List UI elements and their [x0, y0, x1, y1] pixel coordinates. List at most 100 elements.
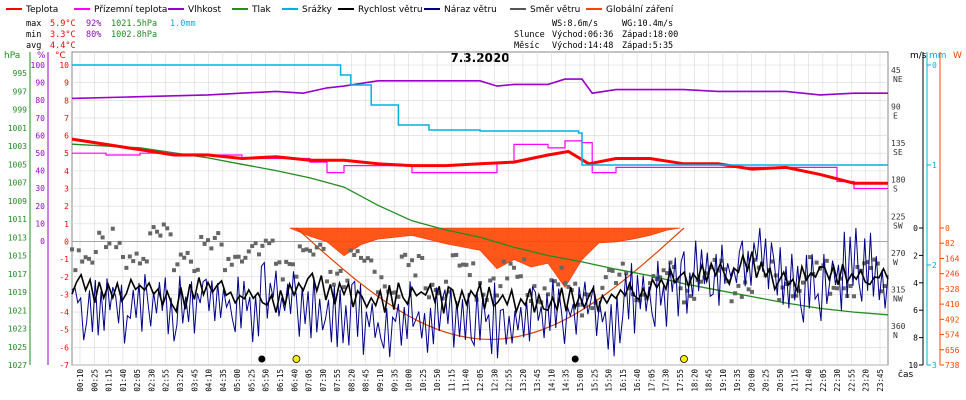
wind-dir-point — [335, 271, 340, 276]
dir-tick-degree: 45 — [891, 66, 901, 75]
legend-label-prizemni: Přízemní teplota — [94, 5, 167, 15]
hpa-tick-label: 1001 — [8, 124, 27, 133]
wind-dir-point — [430, 282, 435, 287]
stats-max-temp: 5.9°C — [50, 19, 76, 29]
hpa-tick-label: 997 — [13, 87, 28, 96]
hpa-tick-label: 1009 — [8, 197, 27, 206]
wind-dir-point — [318, 242, 323, 247]
wind-dir-point — [287, 262, 292, 267]
dir-tick-name: N — [893, 331, 898, 340]
x-tick-label: 13:20 — [519, 369, 528, 392]
wind-dir-point — [549, 278, 554, 283]
wind-dir-point — [624, 271, 629, 276]
wind-dir-point — [168, 232, 173, 237]
wind-dir-point — [607, 268, 612, 273]
wind-dir-point — [729, 299, 734, 304]
stats-ws: WS:8.6m/s — [552, 19, 598, 29]
stats-max-hum: 92% — [86, 19, 101, 29]
hpa-tick-label: 1019 — [8, 288, 27, 297]
wind-dir-point — [382, 284, 387, 289]
legend-label-naraz: Náraz větru — [444, 5, 497, 15]
wind-dir-point — [107, 241, 112, 246]
wind-dir-point — [835, 286, 839, 291]
wind-dir-point — [216, 231, 221, 236]
speed-tick-label: 6 — [913, 306, 918, 315]
legend-srazky: Srážky — [282, 5, 333, 15]
pct-tick-label: 30 — [35, 184, 45, 193]
wind-speed-line — [71, 251, 889, 315]
x-tick-label: 22:30 — [833, 369, 842, 392]
wind-dir-point — [121, 254, 125, 259]
wind-dir-point — [777, 298, 782, 303]
wind-dir-point — [824, 258, 829, 263]
dir-tick-degree: 360 — [891, 322, 906, 331]
wind-dir-point — [648, 281, 652, 286]
radiation-area — [289, 227, 681, 288]
legend-tlak: Tlak — [232, 5, 272, 15]
x-tick-label: 10:50 — [433, 369, 442, 392]
legend-naraz: Náraz větru — [424, 5, 497, 15]
speed-tick-label: 4 — [913, 279, 918, 288]
wind-dir-point — [501, 259, 506, 264]
wind-dir-point — [185, 250, 190, 255]
wind-dir-point — [117, 240, 122, 245]
x-tick-label: 04:10 — [205, 369, 214, 392]
wind-dir-point — [454, 252, 459, 257]
wind-dir-point — [277, 260, 282, 265]
wind-dir-point — [750, 289, 754, 294]
wind-dir-point — [518, 274, 523, 279]
degc-tick-label: 7 — [64, 114, 69, 123]
wind-dir-point — [491, 276, 496, 281]
wind-dir-point — [508, 261, 513, 266]
pct-tick-label: 60 — [35, 131, 45, 140]
dir-tick-name: E — [893, 112, 898, 121]
x-tick-label: 13:45 — [533, 369, 542, 392]
legend-prizemni: Přízemní teplota — [74, 5, 167, 15]
x-tick-label: 11:15 — [447, 369, 456, 392]
wind-dir-point — [219, 242, 224, 247]
stats-max-label: max — [26, 19, 41, 29]
legend-label-vlhkost: Vlhkost — [188, 5, 221, 15]
wind-dir-point — [882, 284, 887, 289]
w-tick-label: 574 — [945, 331, 960, 340]
x-tick-label: 21:15 — [790, 369, 799, 392]
wind-dir-point — [250, 244, 255, 249]
wind-dir-point — [736, 283, 741, 288]
wind-dir-point — [807, 255, 812, 260]
dir-tick-degree: 315 — [891, 285, 906, 294]
wind-dir-point — [365, 256, 370, 261]
degc-tick-label: 9 — [64, 79, 69, 88]
wind-dir-point — [488, 278, 493, 283]
wind-dir-point — [495, 293, 499, 298]
speed-tick-label: 0 — [913, 224, 918, 233]
wind-dir-point — [223, 268, 227, 273]
wind-dir-point — [226, 256, 231, 261]
legend-label-teplota: Teplota — [25, 5, 58, 15]
stats-min-label: min — [26, 30, 41, 40]
degc-tick-label: 3 — [64, 185, 69, 194]
wind-dir-point — [831, 285, 836, 290]
x-tick-label: 20:25 — [762, 369, 771, 392]
wind-dir-point — [246, 249, 251, 254]
line-series — [71, 64, 889, 359]
x-tick-label: 04:35 — [219, 369, 228, 392]
wind-dir-point — [576, 302, 581, 307]
wind-dir-point — [420, 255, 425, 260]
wind-dir-point — [229, 262, 234, 267]
dir-tick-degree: 270 — [891, 249, 906, 258]
x-tick-label: 09:35 — [390, 369, 399, 392]
x-tick-label: 02:55 — [162, 369, 171, 392]
x-tick-label: 15:50 — [605, 369, 614, 392]
x-tick-label: 08:20 — [347, 369, 356, 392]
wind-dir-point — [556, 282, 561, 287]
x-tick-label: 19:35 — [733, 369, 742, 392]
stats-min-hum: 80% — [86, 30, 101, 40]
temperature-line — [71, 137, 888, 185]
wind-dir-point — [498, 284, 503, 289]
wind-dir-point — [399, 254, 404, 259]
stats-avg-label: avg — [26, 41, 41, 51]
wind-dir-point — [702, 275, 707, 280]
wind-dir-point — [372, 269, 377, 274]
wind-dir-point — [413, 273, 418, 278]
